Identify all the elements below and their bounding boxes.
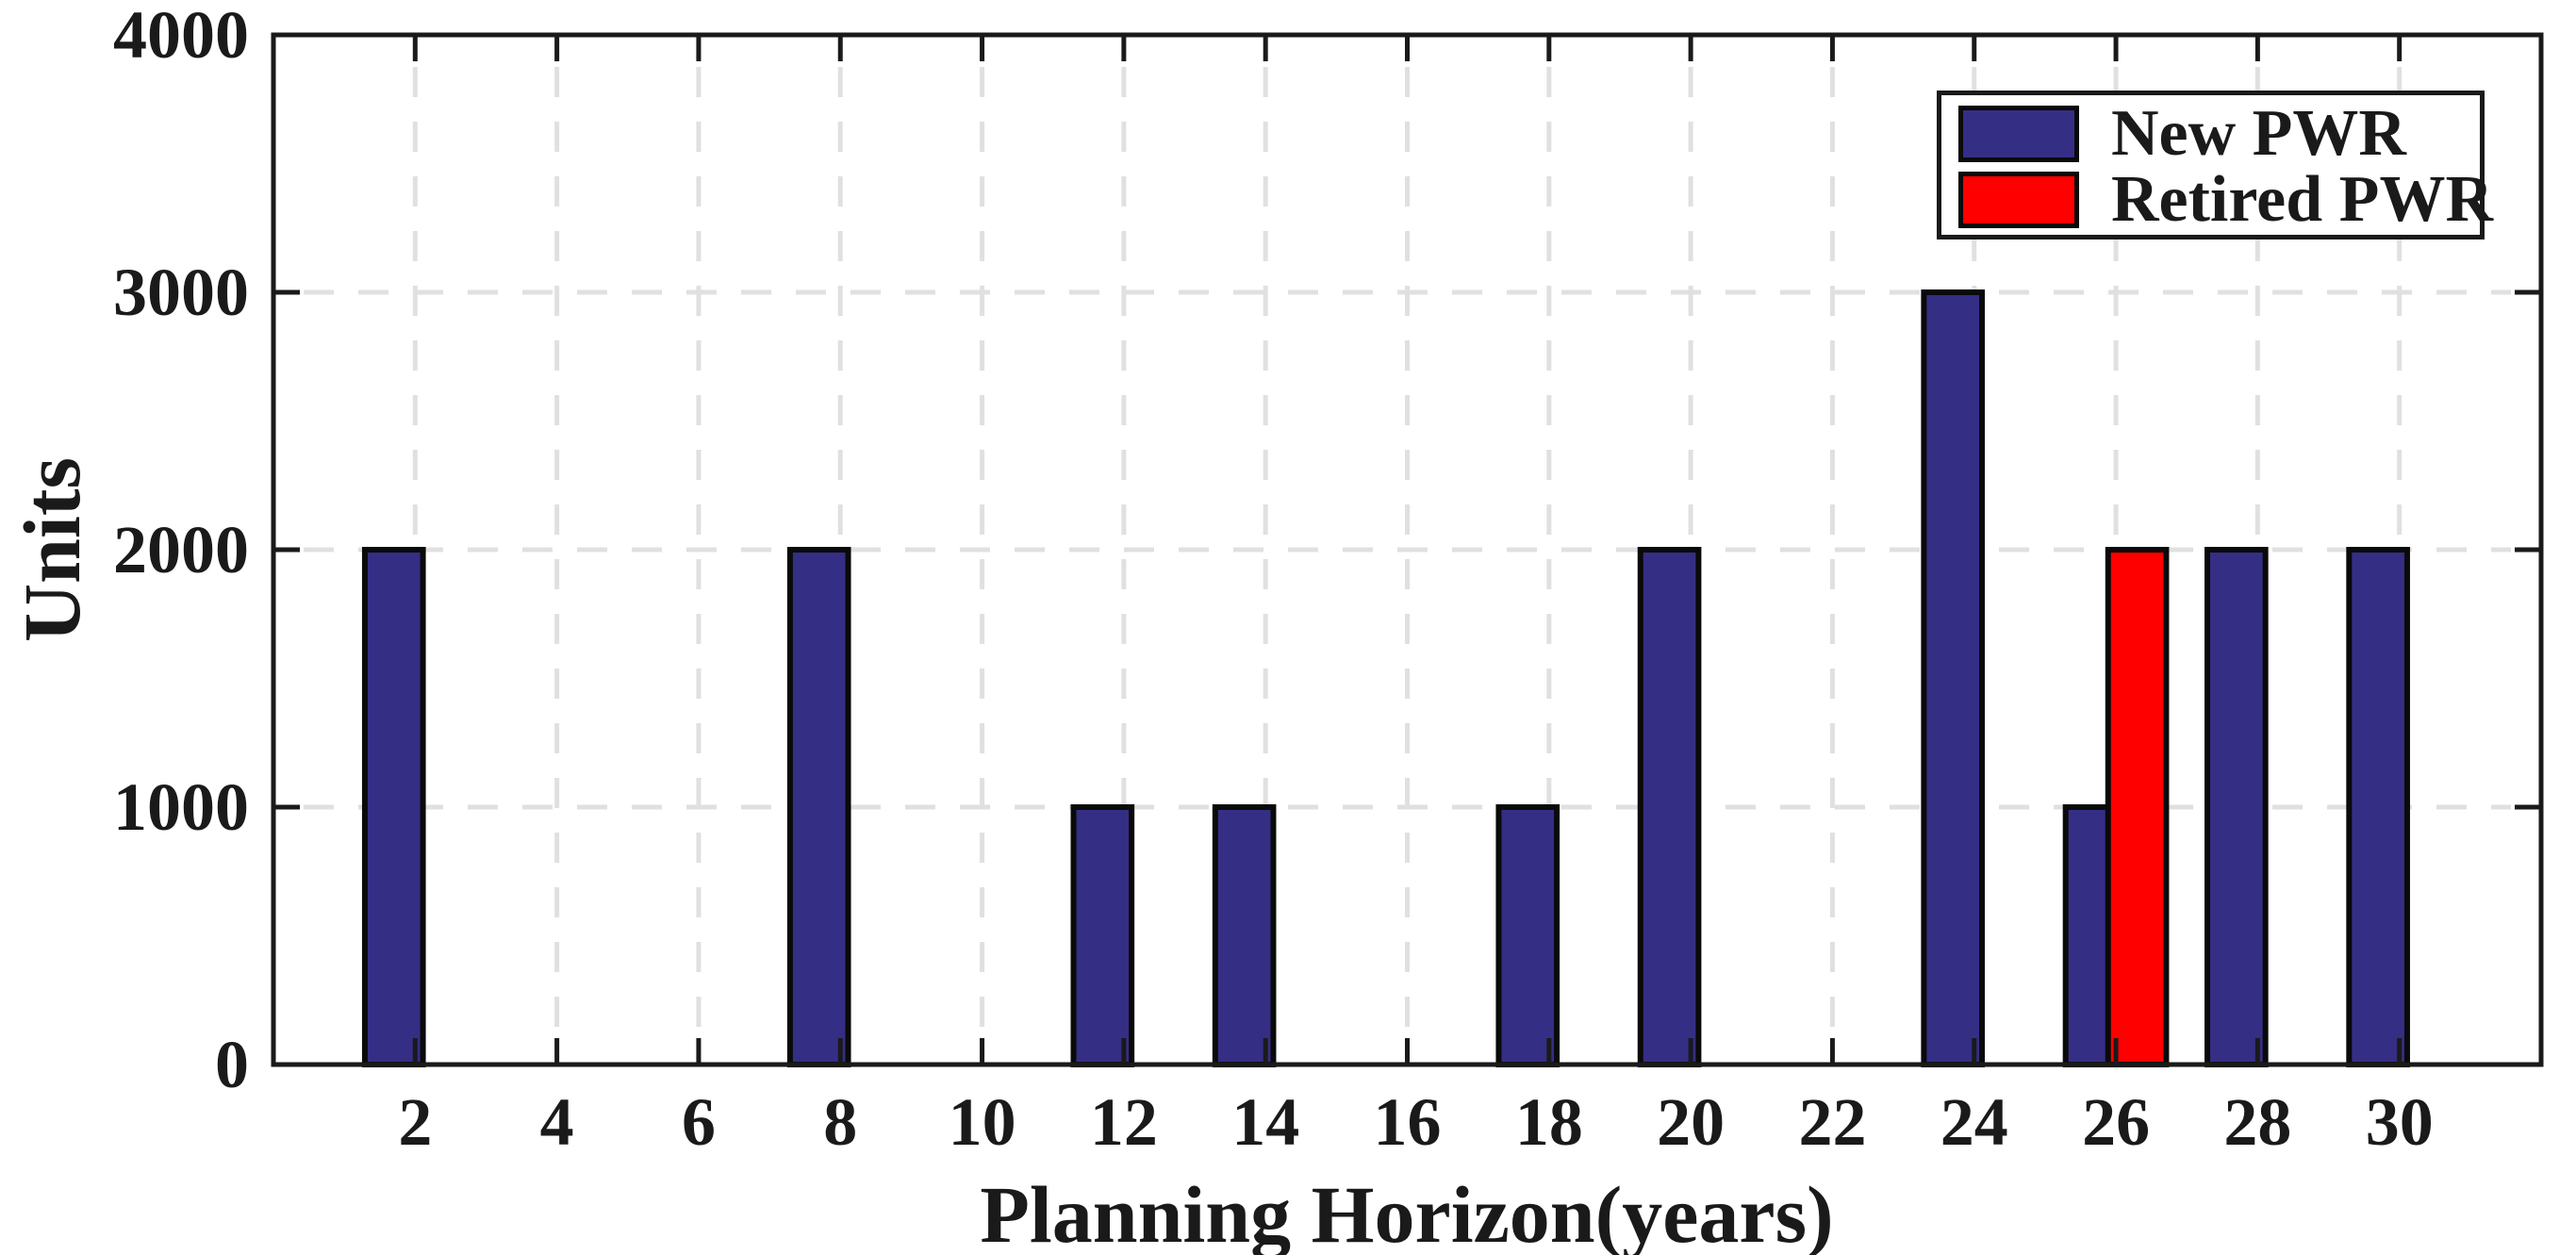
bar-new-pwr-x28 [2204,547,2269,1067]
x-tick-label-26: 26 [2082,1084,2151,1160]
x-tick-label-8: 8 [823,1084,858,1160]
legend-label-new-pwr: New PWR [2111,97,2406,170]
bar-new-pwr-x2 [361,547,426,1067]
bar-new-pwr-x20 [1637,547,1702,1067]
y-tick-label-3000: 3000 [113,255,249,330]
bar-retired-pwr-x26 [2105,547,2170,1067]
x-tick-label-6: 6 [681,1084,716,1160]
bar-new-pwr-x18 [1495,804,1560,1067]
x-tick-label-12: 12 [1089,1084,1158,1160]
legend-swatch-retired-pwr [1958,172,2079,228]
x-axis-label: Planning Horizon(years) [980,1169,1834,1255]
y-tick-label-2000: 2000 [113,512,249,587]
bar-new-pwr-x24 [1921,289,1986,1067]
x-tick-label-10: 10 [948,1084,1016,1160]
bar-new-pwr-x12 [1070,804,1135,1067]
plot-border [271,32,2544,1067]
x-tick-label-4: 4 [539,1084,574,1160]
x-tick-label-28: 28 [2223,1084,2292,1160]
legend-row-new-pwr: New PWR [1958,101,2463,167]
y-axis-label: Units [7,457,97,642]
legend-swatch-new-pwr [1958,106,2079,162]
x-tick-label-14: 14 [1231,1084,1300,1160]
bar-new-pwr-x8 [786,547,851,1067]
y-tick-label-1000: 1000 [113,769,249,845]
x-tick-label-2: 2 [398,1084,433,1160]
x-tick-label-22: 22 [1798,1084,1867,1160]
y-tick-label-4000: 4000 [113,0,249,73]
x-tick-label-16: 16 [1373,1084,1442,1160]
x-tick-label-30: 30 [2365,1084,2434,1160]
x-tick-label-24: 24 [1940,1084,2008,1160]
legend-row-retired-pwr: Retired PWR [1958,167,2493,233]
legend-label-retired-pwr: Retired PWR [2111,163,2493,236]
y-tick-label-0: 0 [215,1027,249,1102]
bar-new-pwr-x30 [2346,547,2410,1067]
x-tick-label-20: 20 [1657,1084,1726,1160]
legend: New PWR Retired PWR [1937,91,2493,239]
bar-new-pwr-x14 [1212,804,1277,1067]
x-tick-label-18: 18 [1514,1084,1583,1160]
